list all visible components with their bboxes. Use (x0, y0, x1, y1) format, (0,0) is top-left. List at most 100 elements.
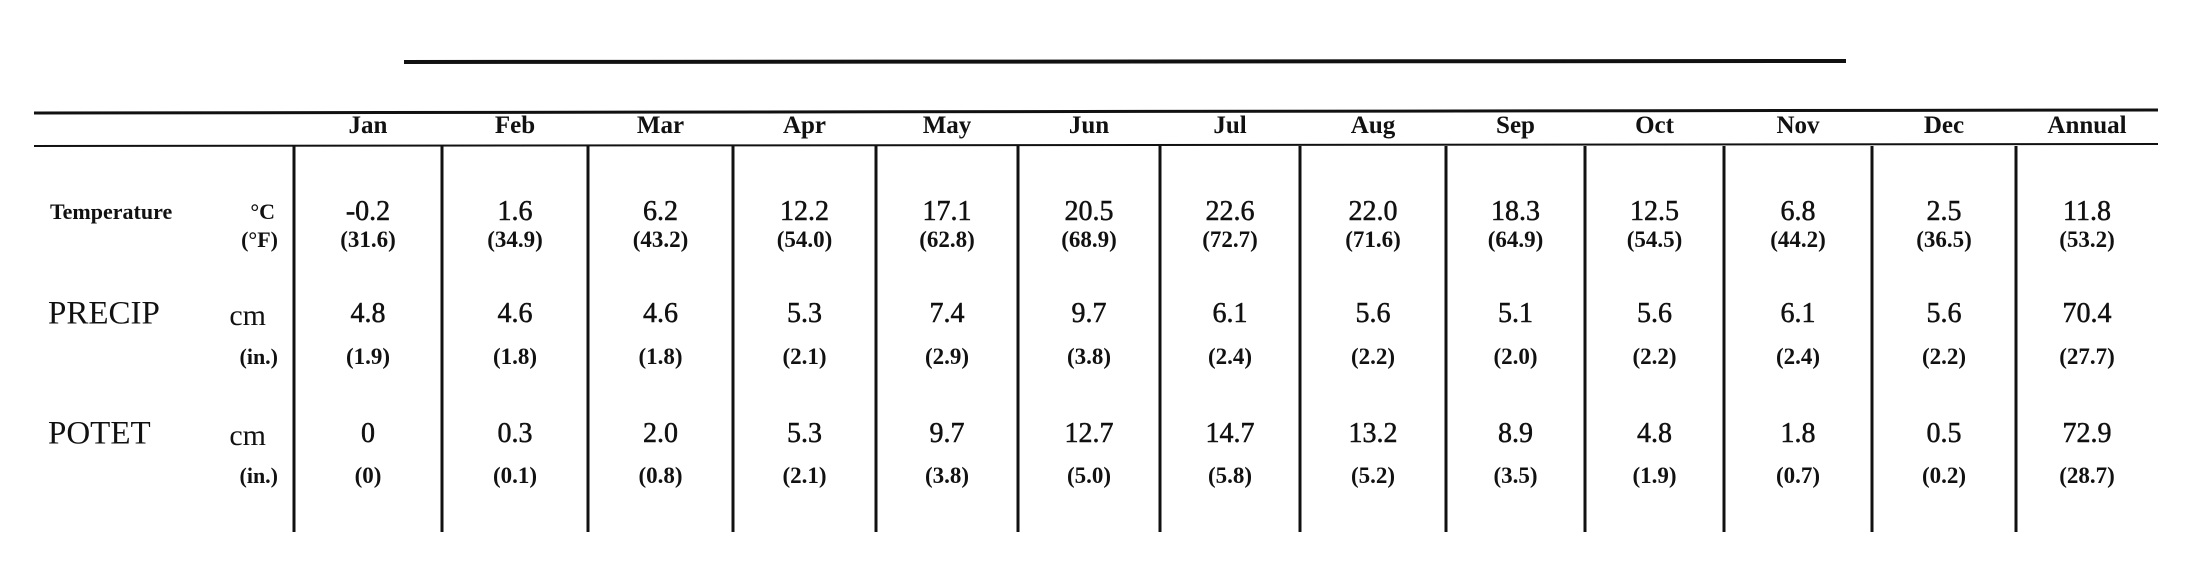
cell-value: -0.2 (345, 196, 391, 228)
cell-value: 17.1 (922, 196, 972, 228)
column-header: Mar (636, 112, 685, 139)
column-header: May (922, 112, 972, 139)
row-label: PRECIP (48, 295, 160, 332)
cell-alt-value: (3.5) (1493, 463, 1538, 488)
cell-alt-value: (2.1) (782, 344, 827, 369)
row-alt-unit: (°F) (241, 227, 278, 252)
cell-value: 5.6 (1355, 298, 1391, 330)
cell-alt-value: (5.8) (1207, 463, 1253, 488)
cell-value: 6.1 (1780, 298, 1816, 330)
cell-alt-value: (3.8) (1066, 344, 1112, 369)
cell-alt-value: (34.9) (487, 227, 543, 252)
column-header: Nov (1776, 112, 1820, 139)
row-unit: cm (229, 419, 266, 452)
cell-value: 0 (361, 418, 376, 450)
row-label: Temperature (50, 199, 173, 224)
cell-value: 12.5 (1630, 196, 1680, 228)
row-alt-unit: (in.) (239, 344, 279, 369)
cell-value: 72.9 (2062, 418, 2112, 450)
cell-value: 5.6 (1926, 298, 1962, 330)
cell-value: 5.3 (787, 418, 823, 450)
header-rule (33, 108, 2159, 115)
cell-value: 70.4 (2062, 298, 2112, 330)
cell-alt-value: (27.7) (2059, 344, 2115, 369)
cell-alt-value: (2.9) (924, 344, 970, 369)
row-unit: cm (229, 299, 266, 332)
cell-alt-value: (0.7) (1775, 463, 1821, 488)
cell-value: 13.2 (1348, 418, 1398, 450)
cell-value: 4.6 (497, 298, 533, 330)
cell-alt-value: (31.6) (340, 227, 396, 252)
cell-alt-value: (44.2) (1770, 227, 1826, 252)
cell-value: 4.8 (1637, 418, 1673, 450)
cell-alt-value: (1.8) (492, 344, 538, 369)
cell-value: 6.2 (643, 196, 679, 228)
cell-alt-value: (2.4) (1775, 344, 1821, 369)
cell-alt-value: (54.5) (1626, 227, 1683, 252)
cell-value: 22.0 (1348, 196, 1398, 228)
cell-alt-value: (0.1) (492, 463, 538, 488)
column-header: Jun (1068, 112, 1110, 139)
column-rules (292, 146, 2018, 532)
row-alt-unit: (in.) (239, 463, 279, 488)
cell-alt-value: (64.9) (1487, 227, 1544, 252)
column-header: Jan (348, 112, 388, 139)
cell-value: 6.1 (1212, 298, 1248, 330)
cell-alt-value: (43.2) (632, 227, 689, 252)
cell-alt-value: (5.0) (1066, 463, 1112, 488)
cell-value: 9.7 (1071, 298, 1107, 330)
cell-alt-value: (5.2) (1350, 463, 1396, 488)
cell-alt-value: (53.2) (2059, 227, 2115, 252)
cell-value: 4.8 (350, 298, 386, 330)
cell-alt-value: (2.4) (1207, 344, 1253, 369)
cell-alt-value: (1.9) (1632, 463, 1677, 488)
cell-alt-value: (2.0) (1493, 344, 1538, 369)
cell-value: 18.3 (1491, 196, 1541, 228)
top-rule (403, 59, 1847, 64)
cell-value: 7.4 (929, 298, 965, 330)
row-label: POTET (48, 415, 151, 452)
cell-value: 5.1 (1498, 298, 1534, 330)
cell-value: 11.8 (2063, 196, 2111, 228)
cell-value: 0.3 (497, 418, 533, 450)
cell-alt-value: (36.5) (1916, 227, 1972, 252)
cell-value: 1.6 (497, 196, 533, 228)
column-header: Feb (494, 112, 536, 139)
cell-value: 5.3 (787, 298, 823, 330)
cell-alt-value: (2.2) (1921, 344, 1967, 369)
column-header: Apr (782, 112, 827, 139)
cell-alt-value: (72.7) (1202, 227, 1258, 252)
cell-value: 20.5 (1064, 196, 1114, 228)
column-header: Sep (1496, 112, 1535, 139)
cell-alt-value: (1.9) (345, 344, 391, 369)
cell-alt-value: (68.9) (1061, 227, 1117, 252)
cell-value: 4.6 (643, 298, 679, 330)
column-header: Aug (1350, 112, 1396, 139)
cell-value: 6.8 (1780, 196, 1816, 228)
cell-value: 8.9 (1498, 418, 1534, 450)
cell-value: 12.2 (780, 196, 830, 228)
cell-alt-value: (0.8) (638, 463, 683, 488)
cell-value: 12.7 (1064, 418, 1114, 450)
cell-alt-value: (0) (354, 463, 382, 488)
cell-alt-value: (62.8) (919, 227, 975, 252)
cell-value: 5.6 (1637, 298, 1673, 330)
cell-alt-value: (0.2) (1921, 463, 1967, 488)
column-header: Annual (2047, 112, 2127, 139)
column-header: Oct (1635, 112, 1674, 139)
cell-value: 1.8 (1780, 418, 1816, 450)
cell-value: 0.5 (1926, 418, 1962, 450)
cell-alt-value: (2.2) (1632, 344, 1677, 369)
cell-alt-value: (2.2) (1350, 344, 1396, 369)
cell-value: 14.7 (1205, 418, 1255, 450)
cell-value: 2.5 (1926, 196, 1962, 228)
cell-alt-value: (2.1) (782, 463, 827, 488)
cell-alt-value: (54.0) (776, 227, 833, 252)
cell-value: 2.0 (643, 418, 679, 450)
cell-alt-value: (3.8) (924, 463, 970, 488)
cell-alt-value: (71.6) (1345, 227, 1401, 252)
cell-alt-value: (28.7) (2059, 463, 2115, 488)
cell-alt-value: (1.8) (638, 344, 683, 369)
